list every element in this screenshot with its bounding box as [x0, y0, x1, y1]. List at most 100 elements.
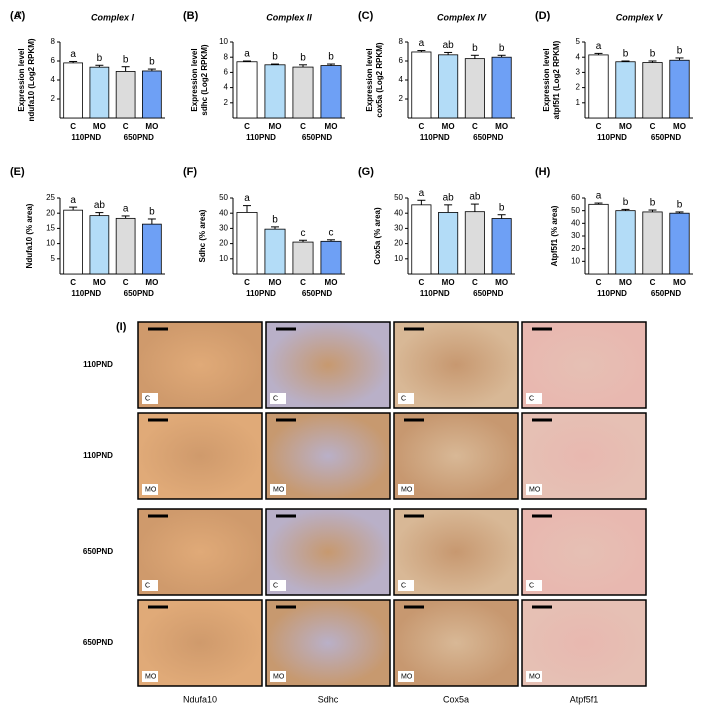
tile-label: C: [401, 582, 406, 589]
significance-letter: b: [677, 46, 683, 57]
x-tick-label: C: [300, 278, 306, 287]
group-label: 650PND: [302, 133, 332, 142]
tile-label-box: [142, 580, 158, 591]
micrograph: [265, 599, 391, 687]
y-tick-label: 2: [399, 94, 404, 103]
y-tick-label: 30: [571, 231, 580, 240]
tile-label: MO: [273, 673, 285, 680]
significance-letter: c: [329, 227, 334, 238]
tile-label-box: [398, 671, 414, 682]
bar: [264, 64, 286, 119]
tile-label: MO: [529, 486, 541, 493]
micrograph: [521, 599, 647, 687]
bar: [669, 212, 690, 275]
micrograph: [521, 321, 647, 409]
bar: [464, 211, 485, 275]
column-label: Sdhc: [318, 694, 339, 704]
x-tick-label: C: [472, 278, 478, 287]
y-tick-label: 5: [576, 37, 581, 46]
y-tick-label: 10: [571, 256, 580, 265]
bar: [491, 56, 512, 119]
significance-letter: b: [499, 43, 505, 54]
x-tick-label: C: [418, 278, 424, 287]
bar: [615, 61, 636, 119]
panel-label: (G): [358, 166, 374, 178]
micrograph: [521, 508, 647, 596]
group-label: 650PND: [124, 133, 154, 142]
x-tick-label: MO: [442, 278, 455, 287]
y-axis-label: ndufa10 (Log2 RPKM): [27, 38, 36, 121]
panel-label: (E): [10, 166, 25, 178]
x-tick-label: MO: [619, 278, 632, 287]
significance-letter: ab: [443, 192, 455, 203]
y-tick-label: 50: [394, 193, 403, 202]
micrograph: [137, 599, 263, 687]
significance-letter: b: [123, 54, 129, 65]
group-label: 110PND: [246, 289, 276, 298]
y-tick-label: 3: [576, 68, 581, 77]
significance-letter: b: [677, 200, 683, 211]
bar: [292, 241, 314, 275]
micrograph: [393, 321, 519, 409]
x-tick-label: C: [123, 122, 129, 131]
bar: [63, 62, 83, 119]
bar: [89, 66, 110, 119]
tile-label-box: [142, 393, 158, 404]
significance-letter: ab: [443, 40, 455, 51]
tile-label: MO: [401, 486, 413, 493]
row-label: 650PND: [83, 638, 113, 647]
x-tick-label: C: [70, 122, 76, 131]
group-label: 110PND: [420, 133, 450, 142]
y-tick-label: 25: [46, 193, 55, 202]
bar: [642, 62, 663, 119]
x-tick-label: C: [596, 278, 602, 287]
y-tick-label: 15: [46, 224, 55, 233]
tile-label-box: [270, 671, 286, 682]
bar: [292, 66, 314, 119]
x-tick-label: MO: [495, 278, 508, 287]
y-tick-label: 40: [394, 208, 403, 217]
tile-label: MO: [273, 486, 285, 493]
micrograph: [137, 412, 263, 500]
x-tick-label: C: [418, 122, 424, 131]
x-tick-label: MO: [619, 122, 632, 131]
tile-label: MO: [145, 673, 157, 680]
bar: [115, 71, 136, 119]
y-axis-label: Cox5a (% area): [373, 207, 382, 265]
panel-label: (H): [535, 166, 551, 178]
y-tick-label: 20: [394, 239, 403, 248]
panel-label: (D): [535, 10, 551, 22]
bar: [320, 240, 342, 275]
group-label: 650PND: [651, 133, 681, 142]
y-tick-label: 10: [219, 254, 228, 263]
tile-label-box: [270, 484, 286, 495]
chart-title: Complex V: [616, 12, 664, 22]
y-axis-label: Expression level: [542, 48, 551, 111]
x-tick-label: C: [300, 122, 306, 131]
y-axis-label: Ndufa10 (% area): [25, 203, 34, 268]
y-tick-label: 50: [219, 193, 228, 202]
group-label: 110PND: [71, 289, 101, 298]
tile-label: C: [273, 395, 278, 402]
tile-label: MO: [401, 673, 413, 680]
micrograph: [393, 599, 519, 687]
significance-letter: b: [300, 52, 306, 63]
y-tick-label: 40: [571, 218, 580, 227]
tile-label: MO: [145, 486, 157, 493]
y-axis-label: Expression level: [17, 48, 26, 111]
y-tick-label: 20: [46, 208, 55, 217]
y-tick-label: 10: [219, 37, 228, 46]
group-label: 650PND: [302, 289, 332, 298]
y-tick-label: 30: [394, 224, 403, 233]
column-label: Atpf5f1: [570, 694, 599, 704]
x-tick-label: C: [244, 278, 250, 287]
bar: [491, 218, 512, 275]
group-label: 650PND: [651, 289, 681, 298]
micrograph: [137, 321, 263, 409]
column-label: Ndufa10: [183, 694, 217, 704]
tile-label: C: [529, 395, 534, 402]
bar: [438, 212, 459, 275]
y-tick-label: 8: [399, 37, 404, 46]
significance-letter: b: [650, 198, 656, 209]
sex-symbol: ♂: [12, 7, 24, 24]
